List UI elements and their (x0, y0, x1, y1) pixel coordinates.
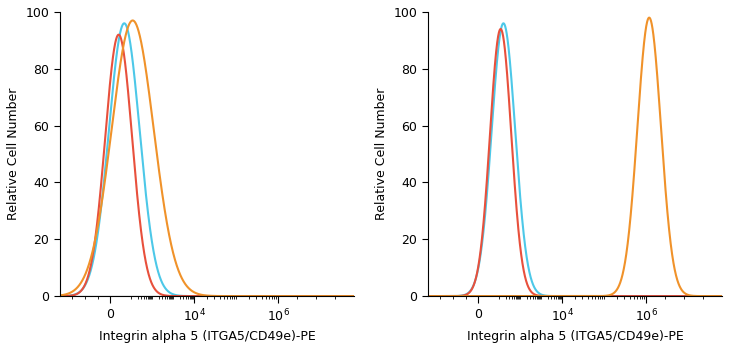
Y-axis label: Relative Cell Number: Relative Cell Number (7, 88, 20, 220)
Y-axis label: Relative Cell Number: Relative Cell Number (375, 88, 388, 220)
X-axis label: Integrin alpha 5 (ITGA5/CD49e)-PE: Integrin alpha 5 (ITGA5/CD49e)-PE (98, 330, 316, 343)
X-axis label: Integrin alpha 5 (ITGA5/CD49e)-PE: Integrin alpha 5 (ITGA5/CD49e)-PE (467, 330, 683, 343)
